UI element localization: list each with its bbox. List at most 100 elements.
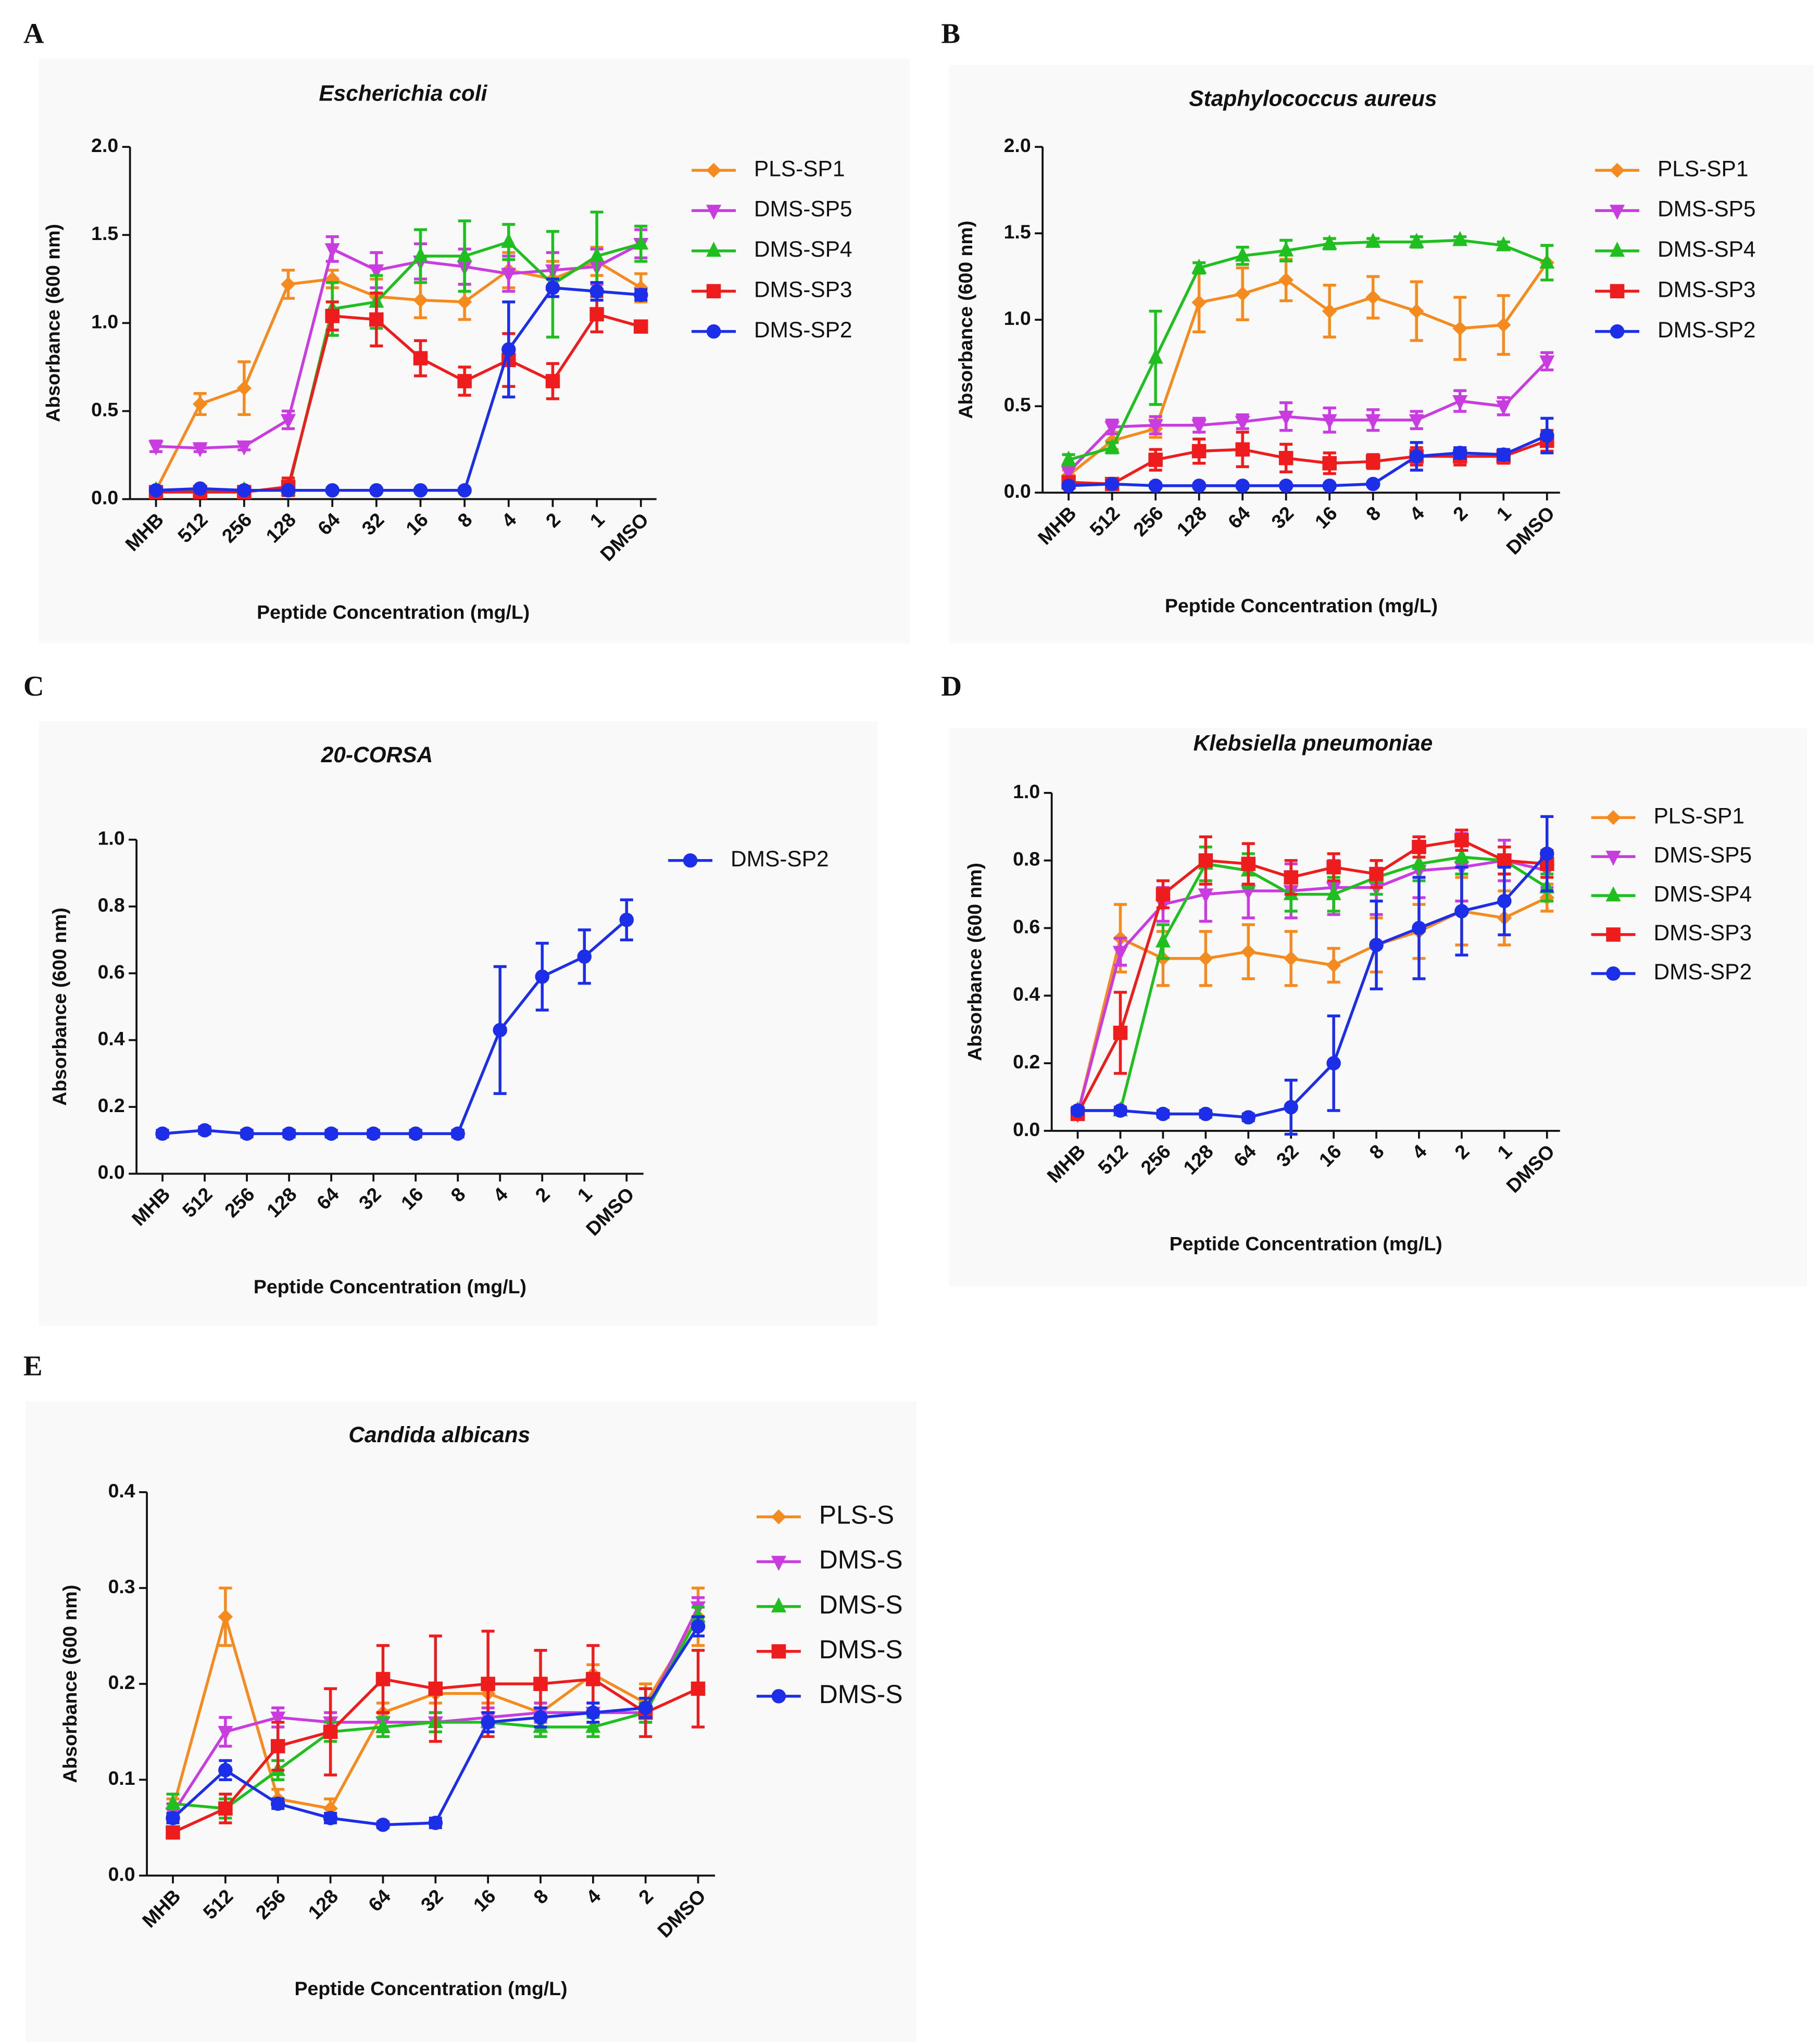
marker [619,912,634,927]
legend-label: DMS-SP3 [1653,921,1752,945]
marker [1496,400,1511,415]
y-tick-label: 0.0 [98,1161,125,1183]
legend-label: DMS-SP2 [1653,960,1752,984]
legend-marker [1605,850,1621,866]
marker [236,440,252,456]
marker [545,374,560,388]
y-tick-label: 0.6 [98,961,125,982]
marker [271,1796,285,1811]
series-line [156,286,641,492]
y-axis-label: Absorbance (600 nm) [955,221,976,419]
legend-marker [1605,886,1621,902]
marker [375,1818,391,1832]
legend-marker [706,205,722,220]
panel-label: D [941,670,962,702]
marker [1112,946,1128,961]
marker [1198,888,1213,904]
x-axis-label: Peptide Concentration (mg/L) [295,1977,568,1999]
marker [323,1811,338,1825]
y-tick-label: 1.5 [91,222,118,244]
marker [1148,419,1163,435]
series-line [1068,262,1549,477]
legend-label: DMS-SP5 [754,197,852,221]
marker [1322,304,1337,319]
marker [1496,447,1511,462]
y-tick-label: 0.6 [1013,915,1040,937]
marker [493,1023,507,1038]
marker [1326,1056,1341,1070]
marker [1365,454,1380,469]
marker [166,1825,180,1840]
marker [148,483,164,498]
marker [166,1811,180,1825]
marker [501,268,517,283]
legend-marker [1605,810,1621,825]
marker [586,1705,600,1720]
marker [1369,866,1384,881]
marker [193,481,207,496]
marker [1454,904,1469,918]
legend-marker [1610,205,1625,220]
marker [1540,428,1554,443]
y-tick-label: 0.0 [108,1863,135,1885]
legend-marker [771,1644,786,1659]
marker [218,1609,233,1624]
chart-title: 20-CORSA [321,742,433,767]
marker [270,1711,286,1727]
marker [1497,853,1512,868]
marker [1061,466,1076,482]
marker [1452,446,1467,460]
marker [1539,253,1555,269]
marker [1283,951,1299,966]
series-line [1068,238,1548,461]
marker [237,483,252,498]
marker [1156,887,1171,902]
marker [369,483,384,498]
marker [1497,893,1512,909]
marker [1278,241,1294,257]
y-tick-label: 1.0 [98,827,125,849]
marker [1412,921,1426,936]
marker [1061,450,1076,466]
marker [501,342,516,357]
marker [638,1700,653,1715]
marker [1235,478,1250,493]
marker [218,1726,233,1742]
legend-label: DMS-SP4 [1658,237,1756,261]
panel-background [949,728,1808,1287]
series-line [156,242,642,450]
panel-label: B [941,18,960,49]
legend-label: DMS-SP3 [1658,277,1756,301]
y-tick-label: 0.3 [108,1575,135,1597]
marker [271,1739,285,1754]
marker [589,284,604,299]
marker [1235,442,1250,457]
legend-marker [706,284,721,298]
marker [428,1681,443,1696]
marker [481,1677,495,1691]
y-tick-label: 0.4 [98,1028,125,1050]
marker [192,442,208,458]
marker [1070,1103,1085,1118]
legend-marker [1610,324,1625,339]
marker [1148,348,1163,364]
marker [1365,289,1380,305]
chart-title: Staphylococcus aureus [1189,86,1437,110]
legend-marker [771,1689,786,1704]
marker [1454,833,1469,848]
marker [1198,1106,1213,1121]
marker [366,1126,381,1141]
marker [691,1619,706,1634]
marker [324,1126,338,1141]
legend-marker [1610,284,1625,298]
panel-label: C [23,670,44,702]
y-tick-label: 1.5 [1004,221,1031,243]
marker [1284,1100,1298,1115]
legend-marker [771,1556,786,1571]
marker [1326,885,1341,900]
marker [634,287,648,302]
marker [1104,476,1120,491]
marker [1369,938,1384,952]
